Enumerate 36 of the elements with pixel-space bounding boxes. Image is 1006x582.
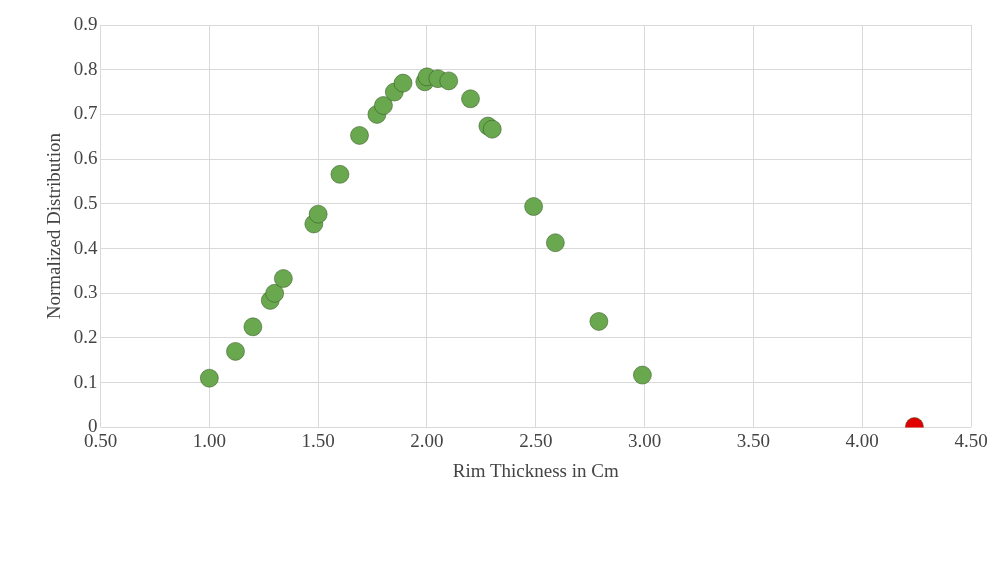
x-tick-label: 1.50 [301, 429, 335, 451]
x-tick-label: 4.50 [954, 429, 988, 451]
x-axis-title: Rim Thickness in Cm [452, 459, 619, 481]
y-tick-label: 0.6 [73, 147, 98, 169]
point [483, 119, 502, 139]
y-tick-label: 0.1 [73, 370, 98, 392]
point [393, 73, 413, 93]
point [461, 89, 480, 109]
y-tick-label: 0.3 [73, 281, 98, 303]
point [200, 368, 219, 388]
x-tick-label: 3.00 [627, 429, 662, 451]
point [350, 126, 369, 145]
y-tick-label: 0.2 [73, 325, 98, 347]
x-tick-label: 3.50 [736, 429, 771, 451]
point [265, 284, 284, 303]
point [546, 233, 565, 252]
x-tick-label: 1.00 [192, 429, 226, 451]
y-axis-title: Normalized Distribution [43, 132, 65, 320]
y-tick-label: 0.4 [73, 236, 99, 258]
x-tick-label: 2.50 [519, 429, 553, 451]
x-tick-label: 4.00 [845, 429, 879, 451]
x-tick-label: 2.00 [410, 429, 444, 451]
y-tick-label: 0.7 [73, 102, 98, 124]
point [374, 96, 393, 115]
point [274, 269, 293, 288]
point [226, 342, 245, 361]
point [308, 204, 328, 224]
point [633, 365, 652, 385]
point [439, 71, 458, 91]
point [589, 312, 609, 331]
point [524, 197, 543, 216]
y-tick-label: 0.8 [73, 57, 98, 79]
y-tick-label: 0.9 [73, 12, 98, 34]
point [243, 317, 263, 337]
point [330, 165, 350, 184]
y-tick-label: 0.5 [73, 191, 98, 213]
